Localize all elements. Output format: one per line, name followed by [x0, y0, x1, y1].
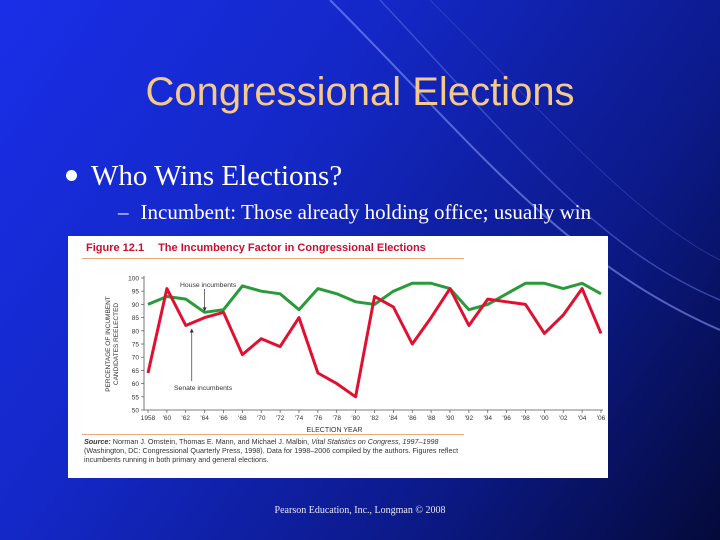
x-tick-label: '64 [200, 415, 209, 422]
source-book: Vital Statistics on Congress, 1997–1998 [311, 437, 439, 446]
slide-title: Congressional Elections [145, 70, 575, 114]
x-tick-label: '62 [182, 415, 191, 422]
y-tick-label: 55 [132, 394, 140, 401]
x-tick-label: '60 [163, 415, 172, 422]
senate-incumbents-line [146, 287, 603, 399]
source-details: (Washington, DC: Congressional Quarterly… [84, 446, 459, 464]
x-tick-label: '70 [257, 415, 266, 422]
house-annotation-label: House incumbents [180, 282, 237, 289]
x-tick-label: '00 [540, 415, 549, 422]
y-tick-label: 75 [132, 342, 140, 349]
figure-header: Figure 12.1 The Incumbency Factor in Cong… [86, 242, 426, 254]
figure-source: Source: Norman J. Ornstein, Thomas E. Ma… [84, 437, 464, 464]
x-tick-label: '86 [408, 415, 417, 422]
x-tick-label: 1958 [141, 415, 156, 422]
bullet-dot-icon [66, 169, 77, 181]
y-axis-label: PERCENTAGE OF INCUMBENTCANDIDATES REELEC… [105, 296, 120, 392]
y-tick-label: 90 [132, 302, 140, 309]
figure-number: Figure 12.1 [86, 242, 145, 254]
y-tick-label: 80 [132, 328, 140, 335]
x-tick-label: '98 [521, 415, 530, 422]
y-tick-label: 100 [128, 276, 139, 283]
x-tick-label: '96 [502, 415, 511, 422]
x-tick-label: '78 [333, 415, 342, 422]
y-tick-label: 85 [132, 315, 140, 322]
x-tick-label: '84 [389, 415, 398, 422]
x-tick-label: '80 [351, 415, 360, 422]
bullet-text: Who Wins Elections? [91, 160, 343, 192]
x-tick-label: '72 [276, 415, 285, 422]
x-axis-label: ELECTION YEAR [307, 427, 363, 434]
x-tick-label: '06 [597, 415, 606, 422]
dash-icon: – [118, 200, 129, 224]
x-tick-label: '94 [484, 415, 493, 422]
y-tick-label: 70 [132, 355, 140, 362]
incumbency-chart: 50 55 60 65 70 75 80 85 90 95 100 1958 '60 '62 '64 '66 '… [105, 276, 606, 435]
x-tick-label: '92 [465, 415, 474, 422]
x-tick-label: '82 [370, 415, 379, 422]
x-tick-label: '02 [559, 415, 568, 422]
y-tick-label: 60 [132, 381, 140, 388]
source-authors: Norman J. Ornstein, Thomas E. Mann, and … [112, 437, 310, 446]
y-tick-label: 65 [132, 368, 140, 375]
figure-rule-top [82, 258, 464, 259]
y-tick-label: 50 [132, 408, 140, 415]
y-tick-label: 95 [132, 289, 140, 296]
sub-bullet-text: Incumbent: Those already holding office;… [140, 200, 592, 224]
x-tick-label: '88 [427, 415, 436, 422]
house-arrowhead [202, 307, 207, 312]
senate-annotation-label: Senate incumbents [174, 385, 233, 392]
slide-footer: Pearson Education, Inc., Longman © 2008 [274, 505, 446, 516]
x-tick-label: '76 [314, 415, 323, 422]
bullet-item: Who Wins Elections? [66, 160, 342, 193]
source-label: Source: [84, 437, 111, 446]
x-tick-label: '74 [295, 415, 304, 422]
x-tick-label: '04 [578, 415, 587, 422]
x-tick-label: '90 [446, 415, 455, 422]
figure-rule-bottom [82, 434, 464, 435]
figure-panel: Figure 12.1 The Incumbency Factor in Cong… [68, 236, 608, 478]
x-tick-label: '66 [219, 415, 228, 422]
senate-arrowhead [189, 328, 194, 333]
sub-bullet-item: – Incumbent: Those already holding office… [118, 200, 591, 225]
x-tick-label: '68 [238, 415, 247, 422]
figure-title: The Incumbency Factor in Congressional E… [158, 242, 426, 254]
